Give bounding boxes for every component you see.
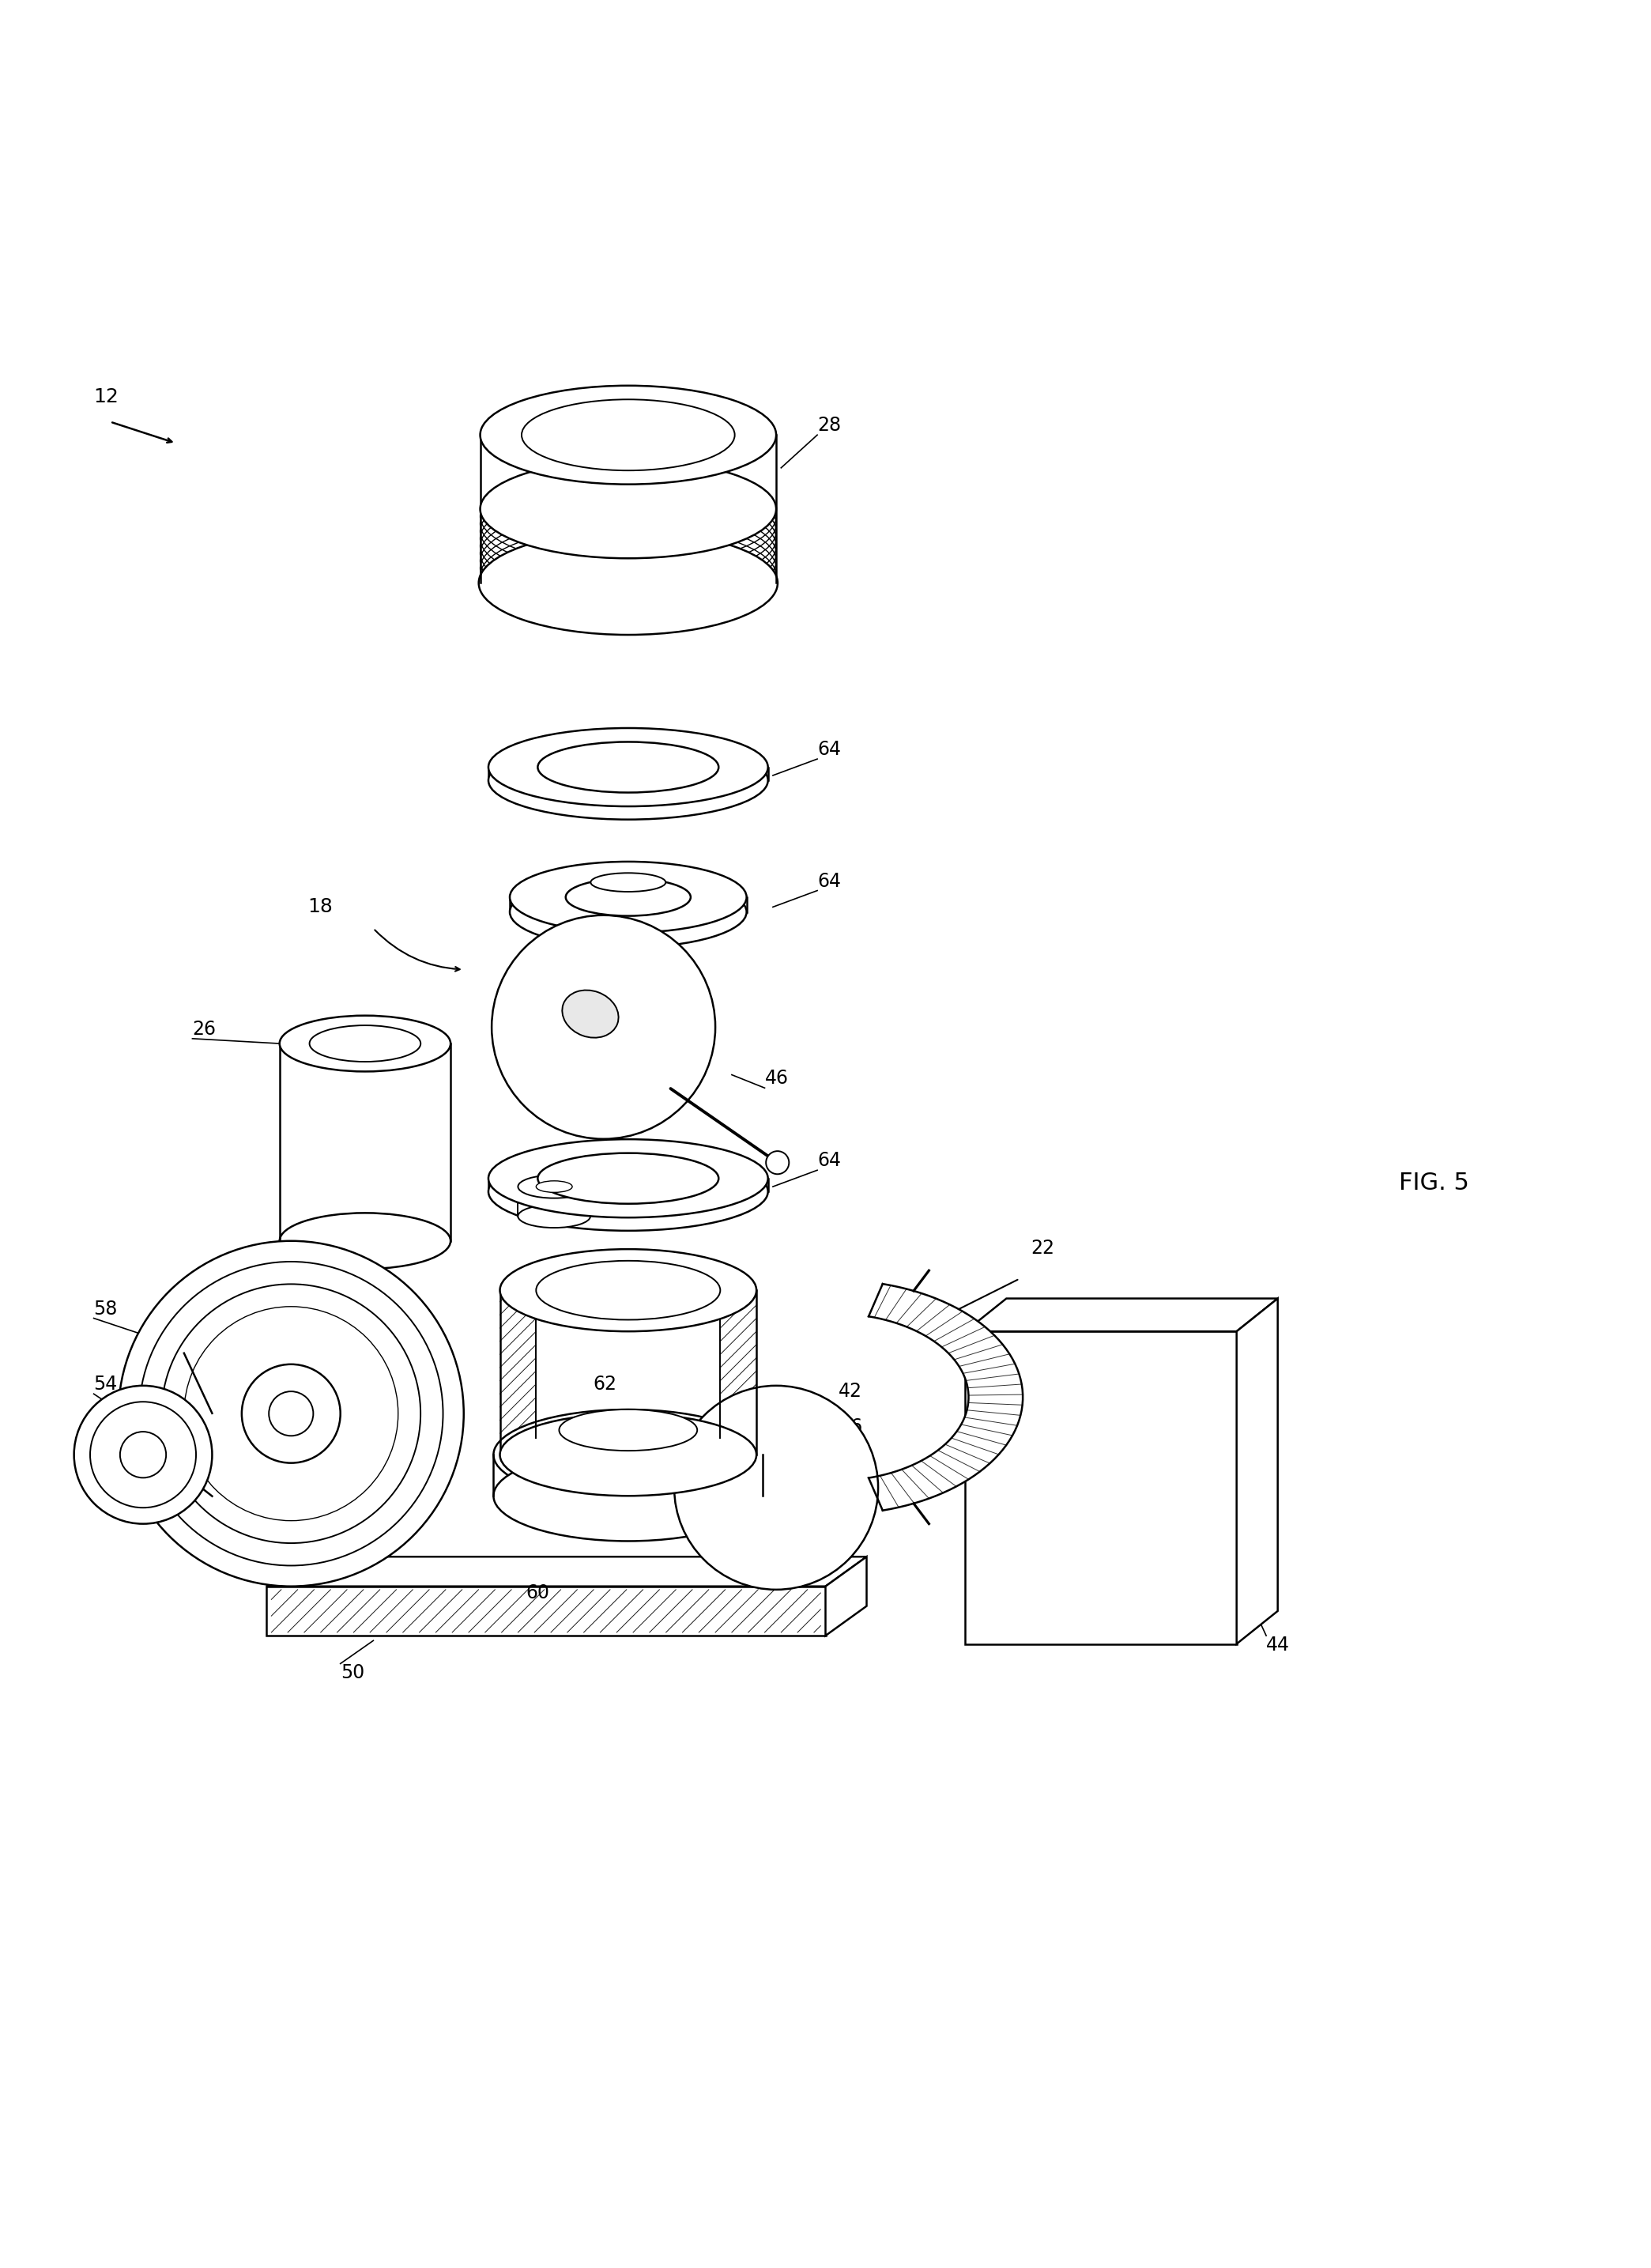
Ellipse shape xyxy=(518,1204,591,1227)
Text: 12: 12 xyxy=(94,388,119,406)
Text: 64: 64 xyxy=(817,871,840,891)
Circle shape xyxy=(91,1402,196,1508)
Ellipse shape xyxy=(489,742,768,819)
Text: 54: 54 xyxy=(94,1374,117,1395)
Ellipse shape xyxy=(566,878,690,916)
Ellipse shape xyxy=(500,1250,756,1331)
Ellipse shape xyxy=(518,1175,591,1198)
Circle shape xyxy=(492,916,715,1139)
Polygon shape xyxy=(966,1300,1278,1331)
Text: 58: 58 xyxy=(94,1300,117,1318)
Polygon shape xyxy=(266,1585,826,1635)
Text: 44: 44 xyxy=(1266,1635,1289,1656)
Circle shape xyxy=(674,1386,878,1590)
Text: 52: 52 xyxy=(94,1452,117,1472)
Ellipse shape xyxy=(489,1139,768,1218)
Text: 28: 28 xyxy=(817,415,840,435)
Circle shape xyxy=(241,1365,340,1463)
Polygon shape xyxy=(266,1556,867,1585)
Ellipse shape xyxy=(538,1152,718,1204)
Ellipse shape xyxy=(489,728,768,807)
Ellipse shape xyxy=(563,991,619,1039)
Circle shape xyxy=(269,1390,314,1436)
Text: 60: 60 xyxy=(527,1583,550,1603)
Text: 46: 46 xyxy=(764,1068,789,1089)
Ellipse shape xyxy=(510,875,746,948)
Polygon shape xyxy=(966,1331,1237,1644)
Ellipse shape xyxy=(500,1413,756,1497)
Text: 24: 24 xyxy=(193,1529,216,1549)
Ellipse shape xyxy=(480,460,776,558)
Ellipse shape xyxy=(279,1016,451,1070)
Ellipse shape xyxy=(522,399,735,469)
Ellipse shape xyxy=(489,1152,768,1232)
Text: 42: 42 xyxy=(839,1381,862,1399)
Ellipse shape xyxy=(560,1408,697,1452)
Ellipse shape xyxy=(537,1261,720,1320)
Ellipse shape xyxy=(510,862,746,932)
Ellipse shape xyxy=(480,386,776,485)
Circle shape xyxy=(766,1152,789,1175)
Ellipse shape xyxy=(309,1025,421,1061)
Polygon shape xyxy=(826,1556,867,1635)
Text: 64: 64 xyxy=(609,1168,632,1186)
Circle shape xyxy=(74,1386,211,1524)
Ellipse shape xyxy=(479,531,778,635)
Ellipse shape xyxy=(494,1452,763,1540)
Ellipse shape xyxy=(537,1182,573,1193)
Text: 64: 64 xyxy=(817,1152,840,1170)
Ellipse shape xyxy=(494,1408,763,1499)
Ellipse shape xyxy=(538,742,718,792)
Text: 62: 62 xyxy=(593,1374,617,1393)
Text: FIG. 5: FIG. 5 xyxy=(1398,1173,1469,1195)
Text: 50: 50 xyxy=(340,1665,365,1683)
Ellipse shape xyxy=(591,873,665,891)
Text: 18: 18 xyxy=(307,896,334,916)
Ellipse shape xyxy=(279,1213,451,1268)
Polygon shape xyxy=(868,1284,1022,1510)
Text: 22: 22 xyxy=(1032,1238,1055,1256)
Polygon shape xyxy=(1237,1300,1278,1644)
Circle shape xyxy=(119,1241,464,1585)
Text: 26: 26 xyxy=(193,1021,216,1039)
Text: 56: 56 xyxy=(839,1418,862,1436)
Text: 64: 64 xyxy=(817,739,840,760)
Circle shape xyxy=(121,1431,167,1479)
